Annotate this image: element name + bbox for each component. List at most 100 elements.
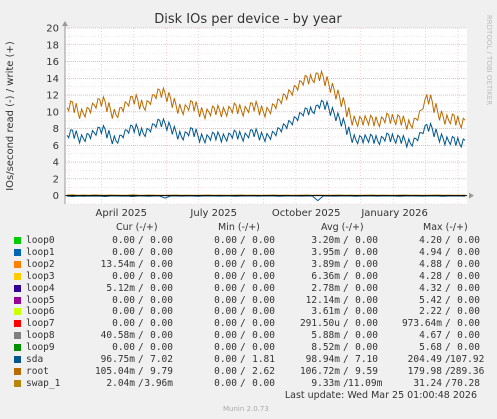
legend-separator: / [343,342,349,354]
legend-name: loop2 [26,258,55,270]
legend-separator: / [240,354,246,365]
legend-swatch [14,237,21,244]
legend-value-read: 0.00 [214,342,237,354]
legend-row: loop8 40.58m/0.00 0.00/0.00 5.88m/0.00 4.67/… [0,330,497,342]
legend-value-write: 0.00 [252,270,275,282]
legend-value-write: 0.00 [355,282,378,294]
legend-value-write: 0.00 [457,282,480,294]
legend-separator: / [240,282,246,294]
y-tick-label: 6 [53,141,59,152]
legend-separator: / [343,330,349,342]
legend-value-write: 107.92 [450,354,485,365]
legend-value-read: 0.00 [112,270,135,282]
legend-separator: / [240,377,246,389]
legend-row: loop7 0.00/0.00 0.00/0.00 291.50u/0.00 973.6… [0,318,497,330]
legend-value-write: 0.00 [457,306,480,318]
legend-value-read: 106.72m [299,365,340,377]
legend-value-write: 0.00 [150,318,173,330]
legend-value-read: 0.00 [214,306,237,318]
legend-value-read: 96.75m [100,354,135,365]
legend-value-write: 0.00 [150,270,173,282]
x-tick-label: October 2025 [272,208,341,219]
legend-separator: / [240,365,246,377]
y-tick-label: 18 [46,40,59,51]
legend-value-write: 0.00 [252,342,275,354]
legend-value-read: 0.00 [214,258,237,270]
legend-row: sda 96.75m/7.02 0.00/1.81 98.94m/7.10 204.49… [0,354,497,366]
legend-separator: / [138,282,144,294]
legend-separator: / [343,235,349,246]
legend-value-write: 0.00 [150,330,173,342]
legend-value-write: 0.00 [252,330,275,342]
legend-value-write: 0.00 [150,258,173,270]
legend-swatch [14,248,21,256]
legend-separator: / [445,246,451,258]
legend-separator: / [343,246,349,258]
legend-value-write: 3.96m [144,377,173,389]
legend-name: loop9 [26,342,55,354]
legend-separator: / [138,235,144,246]
legend-value-read: 5.12m [106,282,135,294]
legend-row: loop9 0.00/0.00 0.00/0.00 8.52m/0.00 5.68/0.… [0,342,497,354]
y-tick-label: 8 [53,124,59,135]
legend-value-write: 0.00 [150,342,173,354]
legend-value-write: 0.00 [457,342,480,354]
legend-name: loop3 [26,270,55,282]
legend-value-read: 4.94 [419,246,442,258]
legend-value-read: 291.50u [299,318,340,330]
legend-value-read: 5.68 [419,342,442,354]
legend-separator: / [445,270,451,282]
legend-name: loop7 [26,318,55,330]
legend-value-read: 4.88 [419,258,442,270]
legend-value-read: 13.54m [100,258,135,270]
legend-value-read: 0.00 [214,235,237,246]
legend-separator: / [343,365,349,377]
legend-separator: / [343,270,349,282]
legend-row: loop2 13.54m/0.00 0.00/0.00 3.89m/0.00 4.88/… [0,259,497,271]
legend-swatch [14,344,21,352]
legend-value-read: 3.61m [311,306,340,318]
legend-separator: / [445,365,451,377]
y-tick-label: 0 [53,191,59,202]
series-line-root [66,69,466,130]
legend-value-write: 0.00 [355,294,378,306]
legend-separator: / [138,354,144,365]
legend-value-read: 0.00 [112,235,135,246]
legend-separator: / [138,246,144,258]
legend-value-write: 0.00 [252,377,275,389]
legend-value-read: 0.00 [214,354,237,365]
legend-separator: / [445,258,451,270]
legend-value-write: 0.00 [457,294,480,306]
legend-value-write: 0.00 [457,318,480,330]
legend-swatch [14,296,21,304]
legend-value-read: 5.88m [311,330,340,342]
y-tick-label: 12 [46,91,59,102]
legend-value-write: 9.79 [150,365,173,377]
col-head-avg: Avg (-/+) [321,222,364,233]
legend-name: swap_1 [26,377,61,389]
legend-value-read: 31.24 [413,377,442,389]
legend-value-write: 0.00 [252,258,275,270]
legend-value-write: 0.00 [457,270,480,282]
legend-value-write: 0.00 [457,330,480,342]
legend-row: loop1 0.00/0.00 0.00/0.00 3.95m/0.00 4.94/0.… [0,247,497,259]
legend-separator: / [445,306,451,318]
legend-value-read: 973.64m [401,318,442,330]
legend-value-write: 0.00 [252,294,275,306]
legend-value-write: 0.00 [457,235,480,246]
munin-version: Munin 2.0.73 [223,405,269,413]
legend-value-read: 3.20m [311,235,340,246]
legend-value-read: 98.94m [305,354,340,365]
legend-name: loop0 [26,235,55,246]
y-tick-label: 14 [46,74,59,85]
legend-separator: / [240,294,246,306]
legend-row: swap_1 2.04m/3.96m 0.00/0.00 9.33m/11.09m 31… [0,378,497,390]
legend-value-write: 9.59 [355,365,378,377]
legend-separator: / [343,354,349,365]
x-tick-label: April 2025 [96,208,147,219]
legend-name: root [26,365,49,377]
legend-separator: / [343,258,349,270]
legend-separator: / [138,258,144,270]
legend-value-write: 0.00 [150,306,173,318]
legend-separator: / [240,270,246,282]
